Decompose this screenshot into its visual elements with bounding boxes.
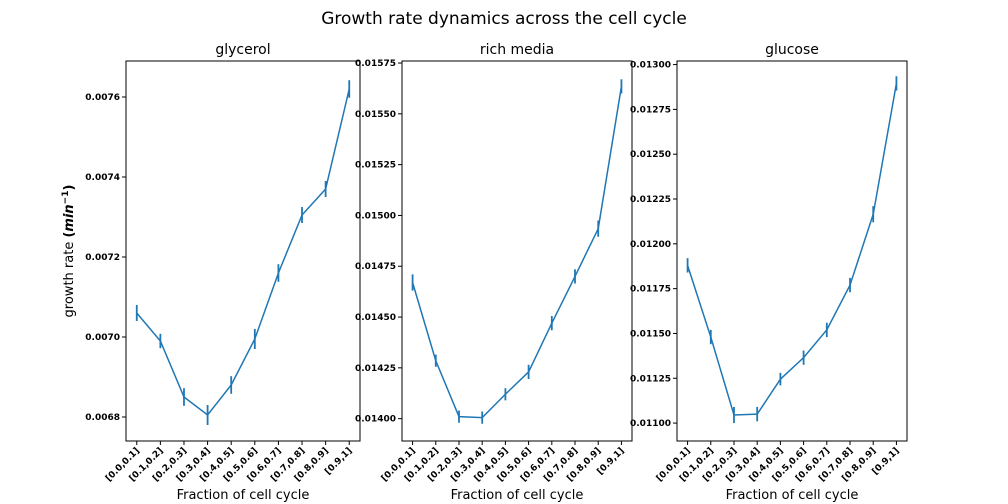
panel-title-rich-media: rich media: [480, 42, 554, 58]
y-tick-label: 0.01175: [630, 285, 671, 295]
panel-rich-media: rich media Fraction of cell cycle 0.0140…: [355, 42, 633, 503]
y-tick-label: 0.01225: [630, 195, 671, 205]
y-tick-label: 0.01525: [355, 161, 396, 171]
y-tick-label: 0.01500: [355, 211, 396, 221]
panel-glycerol: glycerol Fraction of cell cycle growth r…: [61, 42, 361, 503]
x-axis-label-glycerol: Fraction of cell cycle: [177, 488, 310, 503]
y-tick-label: 0.01300: [630, 61, 671, 71]
panel-title-glucose: glucose: [765, 42, 819, 58]
y-tick-label: 0.0070: [85, 333, 120, 343]
y-tick-label: 0.01150: [630, 329, 671, 339]
series-line: [686, 83, 898, 416]
x-axis-label-rich-media: Fraction of cell cycle: [451, 488, 584, 503]
x-axis-label-glucose: Fraction of cell cycle: [726, 488, 859, 503]
marks-glucose: [686, 76, 898, 424]
axes-frame-glucose: [676, 60, 908, 442]
y-tick-label: 0.01275: [630, 105, 671, 115]
y-tick-label: 0.01100: [630, 419, 671, 429]
panel-glucose: glucose Fraction of cell cycle 0.01100 0.…: [630, 42, 908, 503]
y-axis-unit-exp: −1: [61, 191, 71, 205]
y-tick-label: 0.01425: [355, 364, 396, 374]
y-tick-label: 0.0076: [85, 93, 120, 103]
marks-glycerol: [135, 80, 351, 425]
y-tick-label: 0.0074: [85, 173, 120, 183]
figure-title: Growth rate dynamics across the cell cyc…: [321, 9, 687, 29]
y-tick-label: 0.01450: [355, 313, 396, 323]
axes-frame-rich-media: [401, 60, 633, 442]
y-tick-label: 0.01250: [630, 150, 671, 160]
y-tick-label: 0.01575: [355, 59, 396, 69]
series-line: [136, 88, 350, 417]
y-tick-label: 0.01200: [630, 240, 671, 250]
series-line: [411, 86, 623, 419]
y-axis-label-text: growth rate: [62, 242, 77, 318]
marks-rich-media: [411, 79, 623, 424]
y-tick-label: 0.01125: [630, 374, 671, 384]
y-tick-label: 0.01550: [355, 110, 396, 120]
y-tick-label: 0.01400: [355, 415, 396, 425]
y-tick-label: 0.0072: [85, 253, 120, 263]
y-axis-unit-base: min: [62, 204, 77, 231]
y-tick-label: 0.0068: [85, 413, 120, 423]
axes-frame-glycerol: [125, 60, 361, 442]
panel-title-glycerol: glycerol: [215, 42, 270, 58]
y-tick-label: 0.01475: [355, 262, 396, 272]
y-axis-label-glycerol: growth rate (min−1): [61, 185, 77, 318]
